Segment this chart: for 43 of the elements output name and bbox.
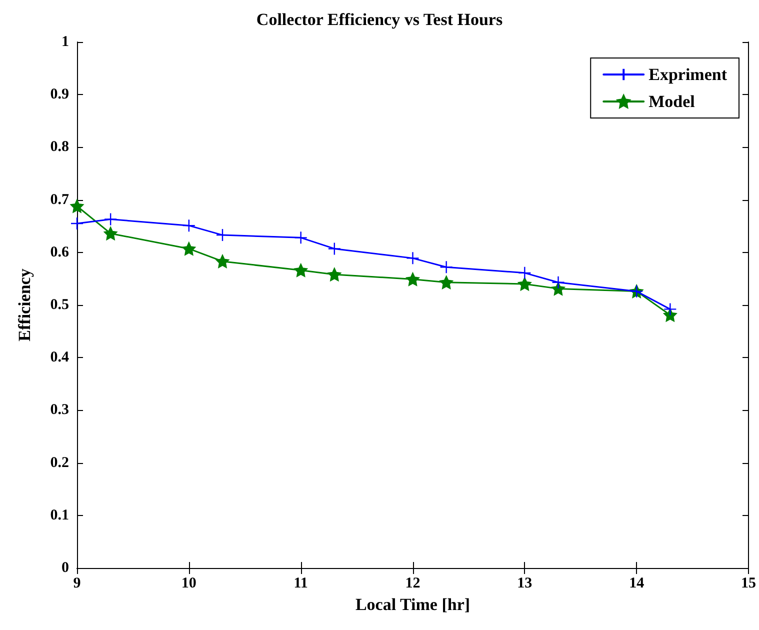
x-tick-label: 14 (629, 576, 645, 592)
y-tick-label: 0.4 (50, 350, 70, 366)
y-tick-label: 0.5 (50, 297, 69, 313)
point (518, 266, 532, 280)
y-tick-label: 0.8 (50, 139, 69, 156)
y-tick-label: 0.2 (50, 454, 69, 471)
x-axis-title: Local Time [hr] (355, 595, 470, 614)
point (104, 226, 118, 240)
y-tick-label: 1 (62, 34, 69, 50)
point (294, 264, 308, 277)
x-tick-label: 13 (517, 576, 532, 592)
chart-title: Collector Efficiency vs Test Hours (256, 10, 503, 29)
point (406, 272, 420, 286)
point (518, 277, 532, 291)
y-tick-label: 0.1 (50, 507, 69, 524)
point (70, 200, 84, 213)
point (182, 218, 196, 232)
point (182, 242, 196, 256)
y-tick-label: 0 (62, 560, 69, 576)
point (406, 252, 420, 265)
point (328, 242, 342, 256)
point (664, 302, 677, 316)
y-tick-label: 0.7 (50, 192, 70, 208)
point (552, 276, 565, 289)
point (104, 212, 118, 226)
x-tick-label: 15 (741, 576, 756, 592)
point (440, 276, 453, 289)
point (440, 260, 453, 274)
legend-label: Model (648, 92, 696, 111)
legend-label: Expriment (648, 65, 728, 84)
point (70, 216, 84, 230)
y-tick-label: 0.3 (50, 402, 69, 418)
point (216, 228, 230, 242)
point (216, 254, 230, 268)
point (328, 268, 342, 282)
point (294, 231, 308, 244)
x-tick-label: 11 (294, 576, 308, 592)
x-tick-label: 9 (73, 576, 81, 592)
x-tick-label: 10 (181, 576, 196, 592)
y-axis-title: Efficiency (15, 268, 34, 342)
y-tick-label: 0.6 (50, 244, 70, 260)
x-tick-label: 12 (405, 576, 420, 592)
y-tick-label: 0.9 (50, 86, 69, 103)
